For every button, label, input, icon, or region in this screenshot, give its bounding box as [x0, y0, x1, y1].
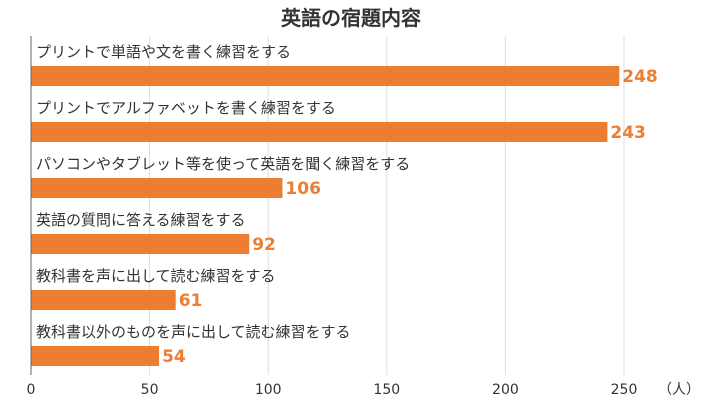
data-label: 61 [179, 291, 203, 311]
data-label: 243 [610, 123, 646, 143]
bar [31, 346, 160, 366]
grid-lines [149, 36, 625, 375]
data-label: 248 [622, 67, 658, 87]
category-labels: プリントで単語や文を書く練習をするプリントでアルファベットを書く練習をするパソコ… [36, 43, 410, 341]
x-tick-label: 100 [255, 382, 282, 398]
category-label: 教科書を声に出して読む練習をする [36, 267, 276, 285]
bar [31, 178, 283, 198]
x-tick-label: 200 [492, 382, 519, 398]
category-label: プリントで単語や文を書く練習をする [36, 43, 291, 61]
bar [31, 66, 620, 86]
x-tick-label: 150 [373, 382, 400, 398]
x-axis-unit-label: （人） [658, 382, 700, 398]
x-axis-ticks: 0 50 100 150 200 250 [27, 382, 638, 398]
x-tick-label: 0 [27, 382, 36, 398]
data-label: 54 [162, 347, 186, 367]
bars [31, 66, 620, 366]
category-label: 教科書以外のものを声に出して読む練習をする [36, 323, 351, 341]
bar [31, 234, 250, 254]
category-label: パソコンやタブレット等を使って英語を聞く練習をする [36, 155, 410, 173]
data-label: 92 [252, 235, 276, 255]
chart-title: 英語の宿題内容 [281, 6, 421, 30]
data-label: 106 [285, 179, 321, 199]
x-tick-label: 50 [141, 382, 159, 398]
bar [31, 122, 608, 142]
category-label: 英語の質問に答える練習をする [36, 211, 246, 229]
bar [31, 290, 176, 310]
category-label: プリントでアルファベットを書く練習をする [36, 99, 336, 117]
value-labels: 248 243 106 92 61 54 [162, 67, 658, 367]
x-tick-label: 250 [611, 382, 638, 398]
